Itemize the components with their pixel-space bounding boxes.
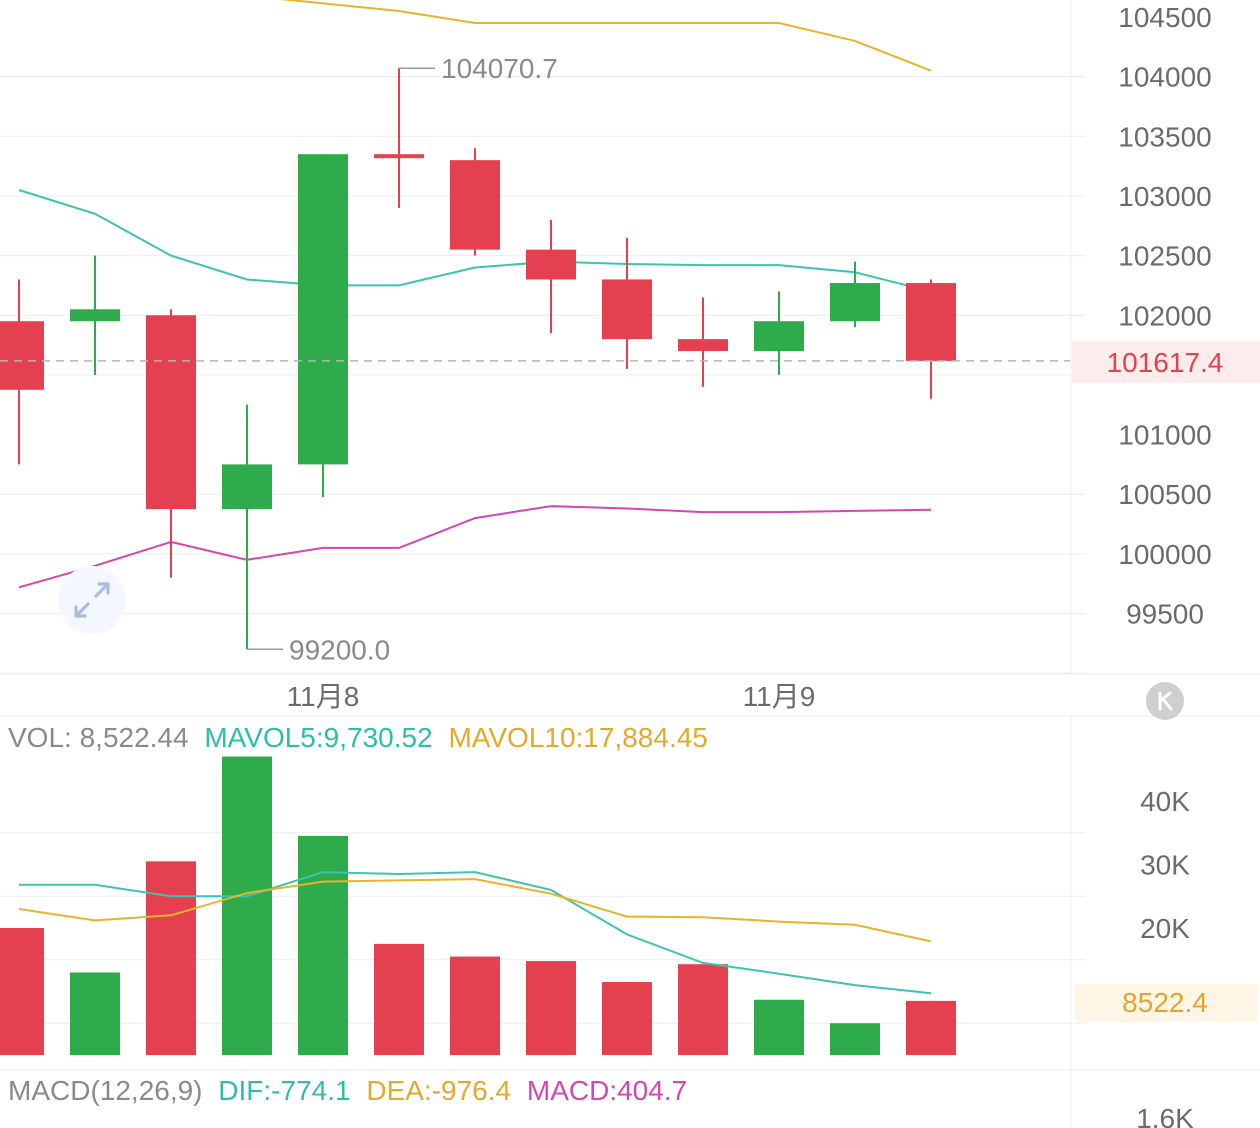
mavol5-value: MAVOL5:9,730.52 [204,722,432,753]
candle-body [754,321,804,352]
candle-body [70,309,120,322]
macd-axis-tick: 1.6K [1136,1103,1194,1128]
candle-body [906,283,956,361]
current-price-label: 101617.4 [1107,347,1224,378]
volume-bar [298,835,348,1055]
price-axis-tick: 103500 [1118,121,1211,152]
min-price-label: 99200.0 [289,634,390,665]
vol-value: VOL: 8,522.44 [8,722,189,753]
volume-legend: VOL: 8,522.44 MAVOL5:9,730.52 MAVOL10:17… [8,722,708,753]
volume-bar [146,861,196,1055]
current-price-tag [1072,340,1260,383]
time-axis-tick: 11月8 [287,681,360,712]
price-axis-tick: 104500 [1118,2,1211,33]
price-axis-tick: 99500 [1126,599,1204,630]
candlesticks [0,68,956,650]
candle-body [602,279,652,340]
volume-bars [0,756,956,1055]
time-axis-tick: 11月9 [743,681,816,712]
candle-body [222,464,272,510]
volume-axis-tick: 30K [1140,850,1190,881]
candle [450,148,500,256]
volume-bar [754,999,804,1055]
candle [70,255,120,375]
upper-band-line [279,0,932,72]
candle [602,237,652,369]
candle [146,309,196,578]
volume-axis: 40K 30K 20K 8522.4 [1075,786,1258,1022]
price-axis: 104500 104000 103500 103000 102500 102000 1010… [1118,2,1211,630]
current-volume-tag [1075,983,1258,1022]
price-axis-tick: 103000 [1118,181,1211,212]
candle [526,219,576,334]
volume-bar [830,1023,880,1055]
macd-legend: MACD(12,26,9) DIF:-774.1 DEA:-976.4 MACD… [8,1075,687,1106]
volume-bar [70,972,120,1055]
current-price-line: 101617.4 [0,340,1260,383]
price-axis-tick: 100500 [1118,479,1211,510]
candle-body [678,339,728,352]
candle [298,154,348,498]
candle-body [450,160,500,250]
volume-bar [450,956,500,1055]
candle [222,404,272,650]
dif-value: DIF:-774.1 [218,1075,350,1106]
macd-name: MACD(12,26,9) [8,1075,203,1106]
kline-collapse-icon[interactable] [1146,682,1184,720]
max-price-label: 104070.7 [441,53,558,84]
volume-bar [0,928,44,1055]
price-axis-tick: 101000 [1118,420,1211,451]
current-volume-label: 8522.4 [1122,987,1208,1018]
price-axis-tick: 100000 [1118,539,1211,570]
mavol5-line [19,871,932,995]
time-axis: 11月8 11月9 [287,681,816,712]
candle [830,261,880,328]
candle [754,291,804,375]
volume-bar [374,943,424,1055]
price-axis-tick: 104000 [1118,62,1211,93]
middle-band-line [18,189,932,293]
mavol10-value: MAVOL10:17,884.45 [448,722,707,753]
volume-bar [678,964,728,1055]
volume-bar [602,981,652,1055]
volume-axis-tick: 20K [1140,913,1190,944]
candle [0,279,44,465]
lower-band-line [18,505,932,589]
candle [678,297,728,387]
candle-body [374,154,424,159]
price-axis-tick: 102500 [1118,241,1211,272]
volume-bar [526,961,576,1055]
expand-icon[interactable] [58,566,126,634]
volume-bar [222,756,272,1055]
candle [906,279,956,399]
candle-body [298,154,348,465]
volume-bar [906,1000,956,1055]
candle [374,68,424,208]
extreme-markers: 104070.7 99200.0 [247,53,558,665]
candle-body [830,283,880,322]
price-axis-tick: 102000 [1118,300,1211,331]
volume-axis-tick: 40K [1140,786,1190,817]
dea-value: DEA:-976.4 [366,1075,511,1106]
candle-body [0,321,44,390]
mavol10-line [18,878,932,943]
macd-value: MACD:404.7 [527,1075,687,1106]
candle-body [146,315,196,510]
candle-body [526,249,576,280]
